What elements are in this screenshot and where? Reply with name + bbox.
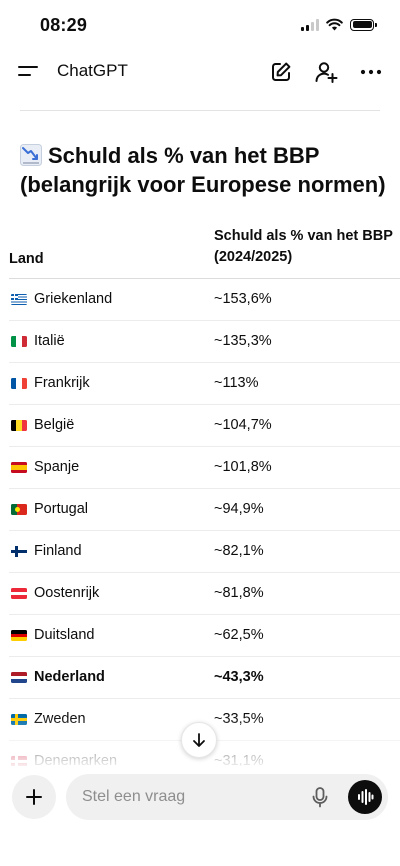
app-title: ChatGPT <box>57 61 128 80</box>
country-name: Duitsland <box>34 627 95 643</box>
debt-value: ~94,9% <box>214 501 264 517</box>
status-bar: 08:29 <box>0 0 400 50</box>
section-heading-text: Schuld als % van het BBP (belangrijk voo… <box>20 143 386 197</box>
more-options-icon[interactable] <box>358 59 384 85</box>
country-name: Griekenland <box>34 291 113 307</box>
germany-flag-icon <box>11 630 27 641</box>
debt-value: ~153,6% <box>214 291 272 307</box>
divider <box>20 110 380 111</box>
scroll-down-button[interactable] <box>181 722 217 758</box>
attach-button[interactable] <box>12 775 56 819</box>
sweden-flag-icon <box>11 714 27 725</box>
battery-icon <box>350 18 377 31</box>
country-name: Zweden <box>34 711 86 727</box>
message-input[interactable] <box>82 774 302 820</box>
message-input-container <box>66 774 388 820</box>
country-name: Nederland <box>34 669 105 685</box>
table-header: Land Schuld als % van het BBP (2024/2025… <box>9 222 400 279</box>
table-row: Oostenrijk ~81,8% <box>9 573 400 615</box>
debt-value: ~81,8% <box>214 585 264 601</box>
new-chat-icon[interactable] <box>268 59 294 85</box>
country-name: Denemarken <box>34 753 118 766</box>
debt-table: Land Schuld als % van het BBP (2024/2025… <box>9 222 400 766</box>
voice-mode-button[interactable] <box>348 780 382 814</box>
table-row: Finland ~82,1% <box>9 531 400 573</box>
chart-decreasing-icon <box>20 144 42 166</box>
wifi-icon <box>326 18 343 31</box>
composer <box>0 766 400 866</box>
table-row: Duitsland ~62,5% <box>9 615 400 657</box>
table-row: Nederland ~43,3% <box>9 657 400 699</box>
table-body: Griekenland ~153,6% Italië ~135,3% Frankrijk… <box>9 279 400 766</box>
debt-value: ~33,5% <box>214 711 264 727</box>
debt-value: ~62,5% <box>214 627 264 643</box>
country-name: Spanje <box>34 459 80 475</box>
debt-value: ~82,1% <box>214 543 264 559</box>
country-name: België <box>34 417 75 433</box>
country-name: Finland <box>34 543 82 559</box>
microphone-icon[interactable] <box>308 785 332 809</box>
spain-flag-icon <box>11 462 27 473</box>
table-row: Griekenland ~153,6% <box>9 279 400 321</box>
column-header-country: Land <box>9 251 44 267</box>
debt-value: ~135,3% <box>214 333 272 349</box>
debt-value: ~43,3% <box>214 669 264 685</box>
table-row: Italië ~135,3% <box>9 321 400 363</box>
belgium-flag-icon <box>11 420 27 431</box>
country-name: Portugal <box>34 501 89 517</box>
denmark-flag-icon <box>11 756 27 766</box>
status-icons <box>301 18 377 31</box>
country-name: Italië <box>34 333 65 349</box>
top-bar: ChatGPT <box>0 50 400 94</box>
debt-value: ~104,7% <box>214 417 272 433</box>
section-heading: Schuld als % van het BBP (belangrijk voo… <box>20 141 390 199</box>
chat-content[interactable]: Schuld als % van het BBP (belangrijk voo… <box>0 94 400 766</box>
add-people-icon[interactable] <box>313 59 339 85</box>
plus-icon <box>26 789 42 805</box>
debt-value: ~113% <box>214 375 259 391</box>
menu-icon[interactable] <box>18 62 40 82</box>
column-header-debt-line1: Schuld als % van het BBP <box>214 228 393 244</box>
debt-value: ~31,1% <box>214 753 264 766</box>
italy-flag-icon <box>11 336 27 347</box>
country-name: Frankrijk <box>34 375 90 391</box>
austria-flag-icon <box>11 588 27 599</box>
status-time: 08:29 <box>40 15 88 35</box>
netherlands-flag-icon <box>11 672 27 683</box>
column-header-debt: Schuld als % van het BBP (2024/2025) <box>214 226 393 268</box>
table-row: Frankrijk ~113% <box>9 363 400 405</box>
arrow-down-icon <box>193 733 205 747</box>
country-name: Oostenrijk <box>34 585 100 601</box>
portugal-flag-icon <box>11 504 27 515</box>
table-row: België ~104,7% <box>9 405 400 447</box>
greece-flag-icon <box>11 294 27 305</box>
cellular-signal-icon <box>301 18 319 31</box>
table-row: Spanje ~101,8% <box>9 447 400 489</box>
table-row: Portugal ~94,9% <box>9 489 400 531</box>
finland-flag-icon <box>11 546 27 557</box>
voice-waveform-icon <box>358 789 374 805</box>
france-flag-icon <box>11 378 27 389</box>
column-header-debt-line2: (2024/2025) <box>214 249 293 265</box>
debt-value: ~101,8% <box>214 459 272 475</box>
